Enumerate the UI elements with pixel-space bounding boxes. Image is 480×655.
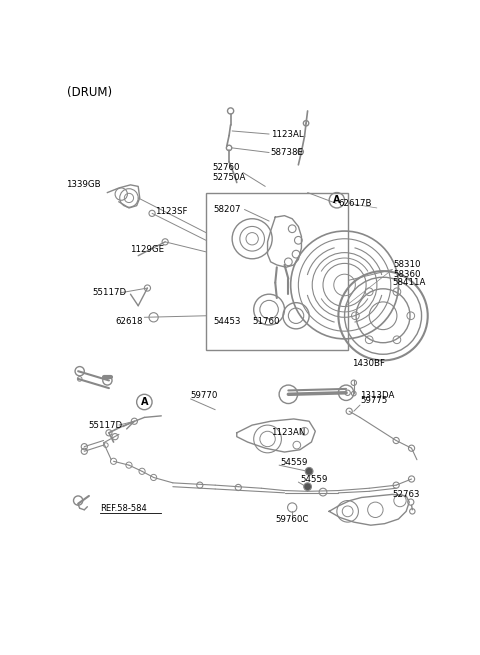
- Text: 58207: 58207: [214, 205, 241, 214]
- Text: 1129GE: 1129GE: [131, 245, 165, 254]
- Text: 1123AL: 1123AL: [271, 130, 303, 139]
- Text: 55117D: 55117D: [88, 421, 122, 430]
- Text: 59760C: 59760C: [276, 515, 309, 523]
- Text: 62618: 62618: [115, 318, 143, 326]
- Circle shape: [304, 483, 312, 491]
- Text: 58411A: 58411A: [392, 278, 426, 287]
- Text: 58360: 58360: [394, 271, 421, 280]
- Text: 1313DA: 1313DA: [360, 391, 395, 400]
- Text: 54559: 54559: [300, 474, 327, 483]
- Text: 54453: 54453: [214, 318, 241, 326]
- Text: 59775: 59775: [360, 396, 387, 405]
- Text: 1123AN: 1123AN: [271, 428, 305, 438]
- Text: (DRUM): (DRUM): [67, 86, 112, 99]
- Text: 1123SF: 1123SF: [155, 206, 188, 215]
- Text: 52763: 52763: [392, 490, 420, 499]
- Text: 52750A: 52750A: [212, 173, 245, 181]
- Text: 62617B: 62617B: [338, 199, 372, 208]
- Text: 52760: 52760: [212, 163, 240, 172]
- Text: 54559: 54559: [281, 458, 308, 466]
- Circle shape: [305, 468, 313, 475]
- Text: 58738E: 58738E: [271, 148, 304, 157]
- Bar: [206, 193, 348, 350]
- Text: 51760: 51760: [252, 318, 280, 326]
- Text: 55117D: 55117D: [92, 288, 126, 297]
- Text: REF.58-584: REF.58-584: [100, 504, 146, 513]
- Text: A: A: [333, 195, 341, 205]
- Text: A: A: [141, 397, 148, 407]
- Text: 59770: 59770: [191, 391, 218, 400]
- Text: 1339GB: 1339GB: [66, 180, 100, 189]
- Text: 1430BF: 1430BF: [352, 359, 385, 368]
- Text: 58310: 58310: [394, 261, 421, 269]
